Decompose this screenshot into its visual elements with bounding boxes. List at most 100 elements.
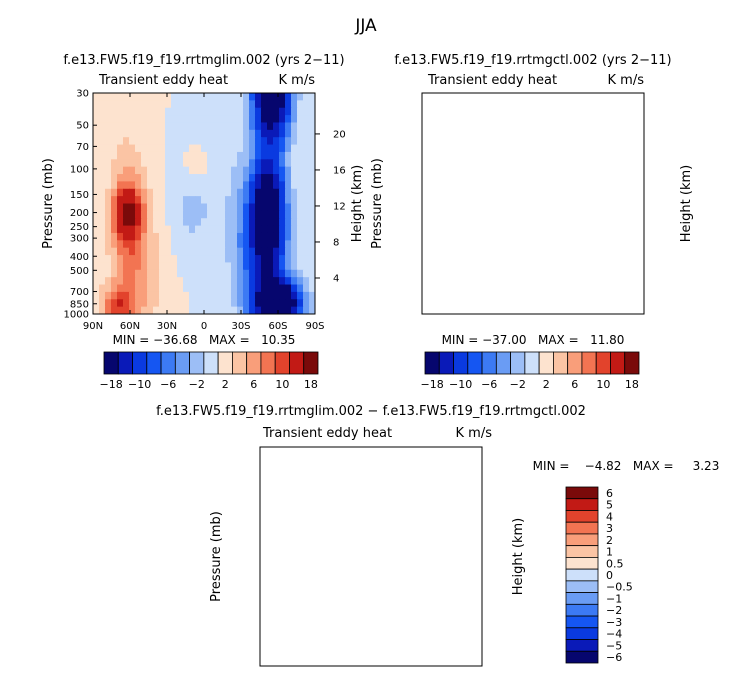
field-cell bbox=[159, 210, 166, 219]
field-cell bbox=[141, 284, 148, 293]
field-cell bbox=[207, 100, 214, 109]
field-cell bbox=[243, 122, 250, 131]
field-cell bbox=[201, 100, 208, 109]
field-cell bbox=[207, 166, 214, 175]
field-cell bbox=[141, 151, 148, 160]
field-cell bbox=[183, 269, 190, 278]
field-cell bbox=[135, 306, 142, 314]
field-cell bbox=[111, 247, 118, 256]
field-cell bbox=[291, 144, 298, 153]
field-cell bbox=[213, 306, 220, 314]
field-cell bbox=[135, 122, 142, 131]
field-cell bbox=[297, 144, 304, 153]
colorbar-lim: −18 −10 −6 −2 2 6 10 18 bbox=[100, 351, 319, 391]
field-cell bbox=[135, 181, 142, 190]
field-cell bbox=[225, 262, 232, 271]
colorbar-swatch bbox=[624, 351, 640, 375]
colorbar-swatch bbox=[565, 568, 599, 582]
field-cell bbox=[219, 277, 226, 286]
field-cell bbox=[165, 284, 172, 293]
field-cell bbox=[99, 100, 106, 109]
field-cell bbox=[303, 181, 310, 190]
field-cell bbox=[147, 240, 154, 249]
field-cell bbox=[123, 247, 130, 256]
field-cell bbox=[243, 100, 250, 109]
field-cell bbox=[225, 129, 232, 138]
field-cell bbox=[237, 291, 244, 300]
field-cell bbox=[123, 188, 130, 197]
field-cell bbox=[111, 159, 118, 168]
field-cell bbox=[279, 159, 286, 168]
field-cell bbox=[111, 306, 118, 314]
field-cell bbox=[159, 93, 166, 101]
field-cell bbox=[297, 174, 304, 182]
field-cell bbox=[201, 137, 208, 146]
field-cell bbox=[123, 269, 130, 278]
field-cell bbox=[243, 232, 250, 241]
field-cell bbox=[249, 93, 256, 101]
field-cell bbox=[291, 291, 298, 300]
field-cell bbox=[105, 262, 112, 271]
colorbar-swatch bbox=[495, 351, 512, 375]
field-cell bbox=[291, 137, 298, 146]
field-cell bbox=[105, 115, 112, 124]
field-cell bbox=[111, 291, 118, 300]
field-cell bbox=[117, 93, 124, 101]
field-cell bbox=[189, 151, 196, 160]
y-right-tick-label: 12 bbox=[333, 201, 346, 212]
field-cell bbox=[129, 166, 136, 175]
field-cell bbox=[303, 225, 310, 234]
field-cell bbox=[177, 93, 184, 101]
field-cell bbox=[153, 174, 160, 182]
field-cell bbox=[183, 122, 190, 131]
field-cell bbox=[201, 247, 208, 256]
colorbar-swatch bbox=[203, 351, 219, 375]
field-cell bbox=[153, 93, 160, 101]
field-cell bbox=[237, 240, 244, 249]
field-cell bbox=[105, 225, 112, 234]
field-cell bbox=[99, 218, 106, 227]
field-cell bbox=[237, 107, 244, 116]
field-cell bbox=[303, 277, 310, 286]
field-cell bbox=[123, 210, 130, 219]
field-cell bbox=[213, 129, 220, 138]
field-cell bbox=[99, 210, 106, 219]
field-cell bbox=[303, 166, 310, 175]
field-cell bbox=[279, 240, 286, 249]
colorbar-swatch bbox=[117, 351, 133, 375]
field-cell bbox=[111, 107, 118, 116]
field-cell bbox=[225, 247, 232, 256]
field-cell bbox=[207, 277, 214, 286]
field-cell bbox=[171, 107, 178, 116]
colorbar-swatch bbox=[481, 351, 497, 375]
field-cell bbox=[273, 174, 280, 182]
panel-title: f.e13.FW5.f19_f19.rrtmglim.002 (yrs 2−11… bbox=[63, 53, 344, 68]
field-cell bbox=[123, 100, 130, 109]
field-cell bbox=[309, 174, 315, 182]
field-cell bbox=[177, 277, 184, 286]
field-cell bbox=[231, 291, 238, 300]
field-cell bbox=[93, 196, 100, 205]
field-cell bbox=[237, 188, 244, 197]
field-cell bbox=[243, 247, 250, 256]
field-cell bbox=[303, 218, 310, 227]
field-cell bbox=[249, 247, 256, 256]
field-cell bbox=[261, 129, 268, 138]
field-cell bbox=[213, 210, 220, 219]
field-cell bbox=[123, 181, 130, 190]
field-cell bbox=[249, 225, 256, 234]
field-cell bbox=[297, 299, 304, 308]
field-cell bbox=[213, 196, 220, 205]
field-cell bbox=[117, 137, 124, 146]
field-cell bbox=[273, 93, 280, 101]
field-cell bbox=[129, 107, 136, 116]
field-cell bbox=[177, 240, 184, 249]
field-cell bbox=[225, 174, 232, 182]
field-cell bbox=[279, 247, 286, 256]
field-cell bbox=[273, 188, 280, 197]
field-cell bbox=[123, 262, 130, 271]
field-cell bbox=[165, 210, 172, 219]
field-cell bbox=[297, 277, 304, 286]
colorbar-swatch bbox=[103, 351, 119, 375]
colorbar-label: 3 bbox=[606, 522, 613, 535]
